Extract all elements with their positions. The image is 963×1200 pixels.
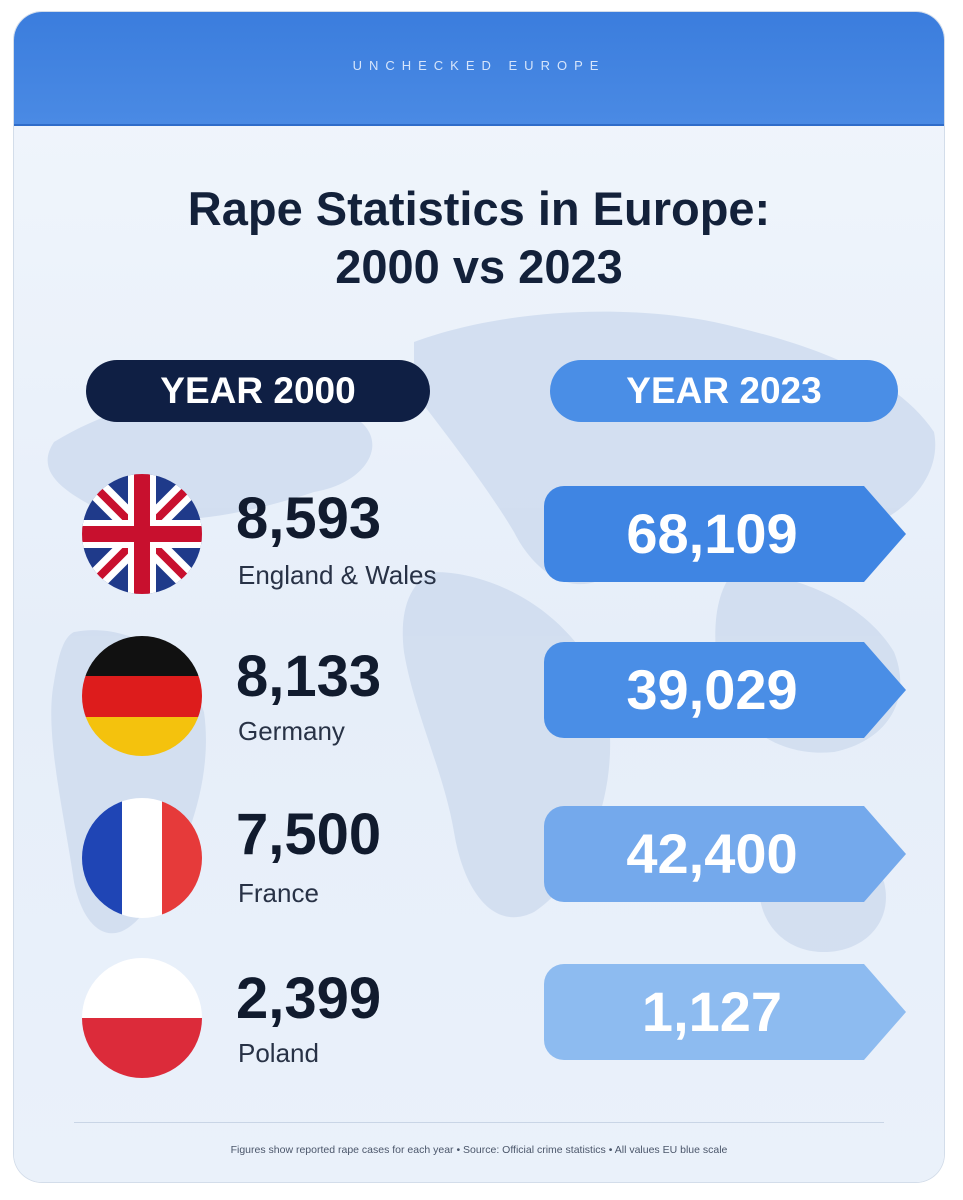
header-banner: UNCHECKED EUROPE [14, 12, 944, 126]
title-line-1: Rape Statistics in Europe: [187, 182, 771, 235]
value-2023-tag: 42,400 [544, 806, 906, 902]
france-flag-icon [82, 798, 202, 918]
value-2023: 42,400 [626, 822, 798, 885]
value-2000: 8,593 [236, 486, 382, 551]
page-title: Rape Statistics in Europe: 2000 vs 2023 [14, 180, 944, 296]
column-header-2023: YEAR 2023 [550, 360, 898, 422]
value-2000: 2,399 [236, 966, 382, 1031]
value-2023: 1,127 [641, 980, 783, 1043]
germany-flag-icon [82, 636, 202, 756]
value-2023: 68,109 [626, 502, 798, 565]
value-2000: 8,133 [236, 644, 382, 709]
value-2023-tag: 68,109 [544, 486, 906, 582]
column-header-2000: YEAR 2000 [86, 360, 430, 422]
value-2000: 7,500 [236, 802, 382, 867]
value-2023: 39,029 [626, 658, 798, 721]
brand-label: UNCHECKED EUROPE [352, 58, 606, 73]
country-label: Poland [238, 1038, 319, 1068]
infographic-card: UNCHECKED EUROPE Rape Statistics in Euro… [14, 12, 944, 1182]
union-jack-flag-icon [82, 474, 202, 594]
value-2023-tag: 1,127 [544, 964, 906, 1060]
poland-flag-icon [82, 958, 202, 1078]
footnote: Figures show reported rape cases for eac… [230, 1144, 728, 1156]
country-label: France [238, 878, 319, 908]
title-line-2: 2000 vs 2023 [335, 240, 623, 293]
country-label: Germany [238, 716, 345, 746]
country-label: England & Wales [238, 560, 437, 590]
footer-divider [74, 1122, 884, 1123]
value-2023-tag: 39,029 [544, 642, 906, 738]
